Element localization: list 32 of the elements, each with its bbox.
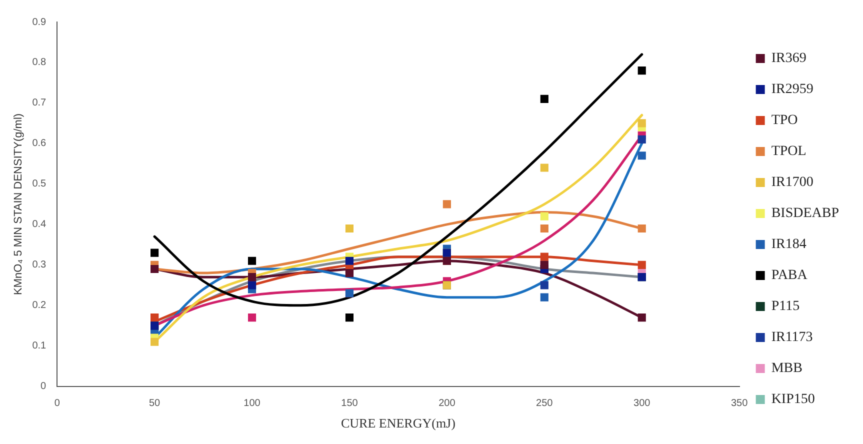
legend-label: IR184 (771, 237, 806, 252)
x-tick-label: 0 (54, 398, 60, 410)
y-tick-label: 0.3 (32, 260, 47, 271)
x-tick-label: 300 (634, 398, 651, 410)
legend-label: MBB (771, 361, 802, 376)
legend-label: TPOL (771, 144, 806, 160)
x-tick-label: 50 (149, 398, 161, 410)
legend-label: BISDEABP (771, 206, 840, 222)
y-tick-label: 0.9 (32, 16, 47, 28)
y-tick-label: 0.2 (32, 300, 47, 312)
x-tick-label: 250 (536, 398, 554, 410)
legend-label: IR1700 (771, 175, 814, 190)
x-tick-label: 350 (730, 398, 748, 410)
x-tick-label: 150 (341, 398, 358, 410)
x-axis-title: CURE ENERGY(mJ) (340, 416, 456, 431)
y-tick-label: 0.4 (32, 219, 47, 230)
x-tick-label: 100 (244, 398, 261, 410)
x-tick-label: 200 (438, 398, 456, 410)
y-tick-label: 0.1 (32, 340, 47, 352)
legend-label: TPO (771, 113, 798, 128)
legend-label: P115 (771, 299, 800, 314)
legend-label: IR369 (771, 51, 806, 66)
legend-label: IR2959 (771, 82, 814, 98)
y-axis-title: KMnO₄ 5 MIN STAIN DENSITY(g/ml) (12, 113, 25, 295)
y-tick-label: 0.8 (32, 57, 47, 68)
y-tick-label: 0.7 (32, 98, 47, 109)
y-tick-label: 0.5 (32, 178, 47, 190)
legend-label: KIP150 (771, 392, 815, 408)
legend-label: PABA (771, 268, 808, 284)
legend-label: IR1173 (771, 330, 813, 346)
y-tick-label: 0 (40, 381, 47, 392)
y-tick-label: 0.6 (32, 138, 47, 150)
